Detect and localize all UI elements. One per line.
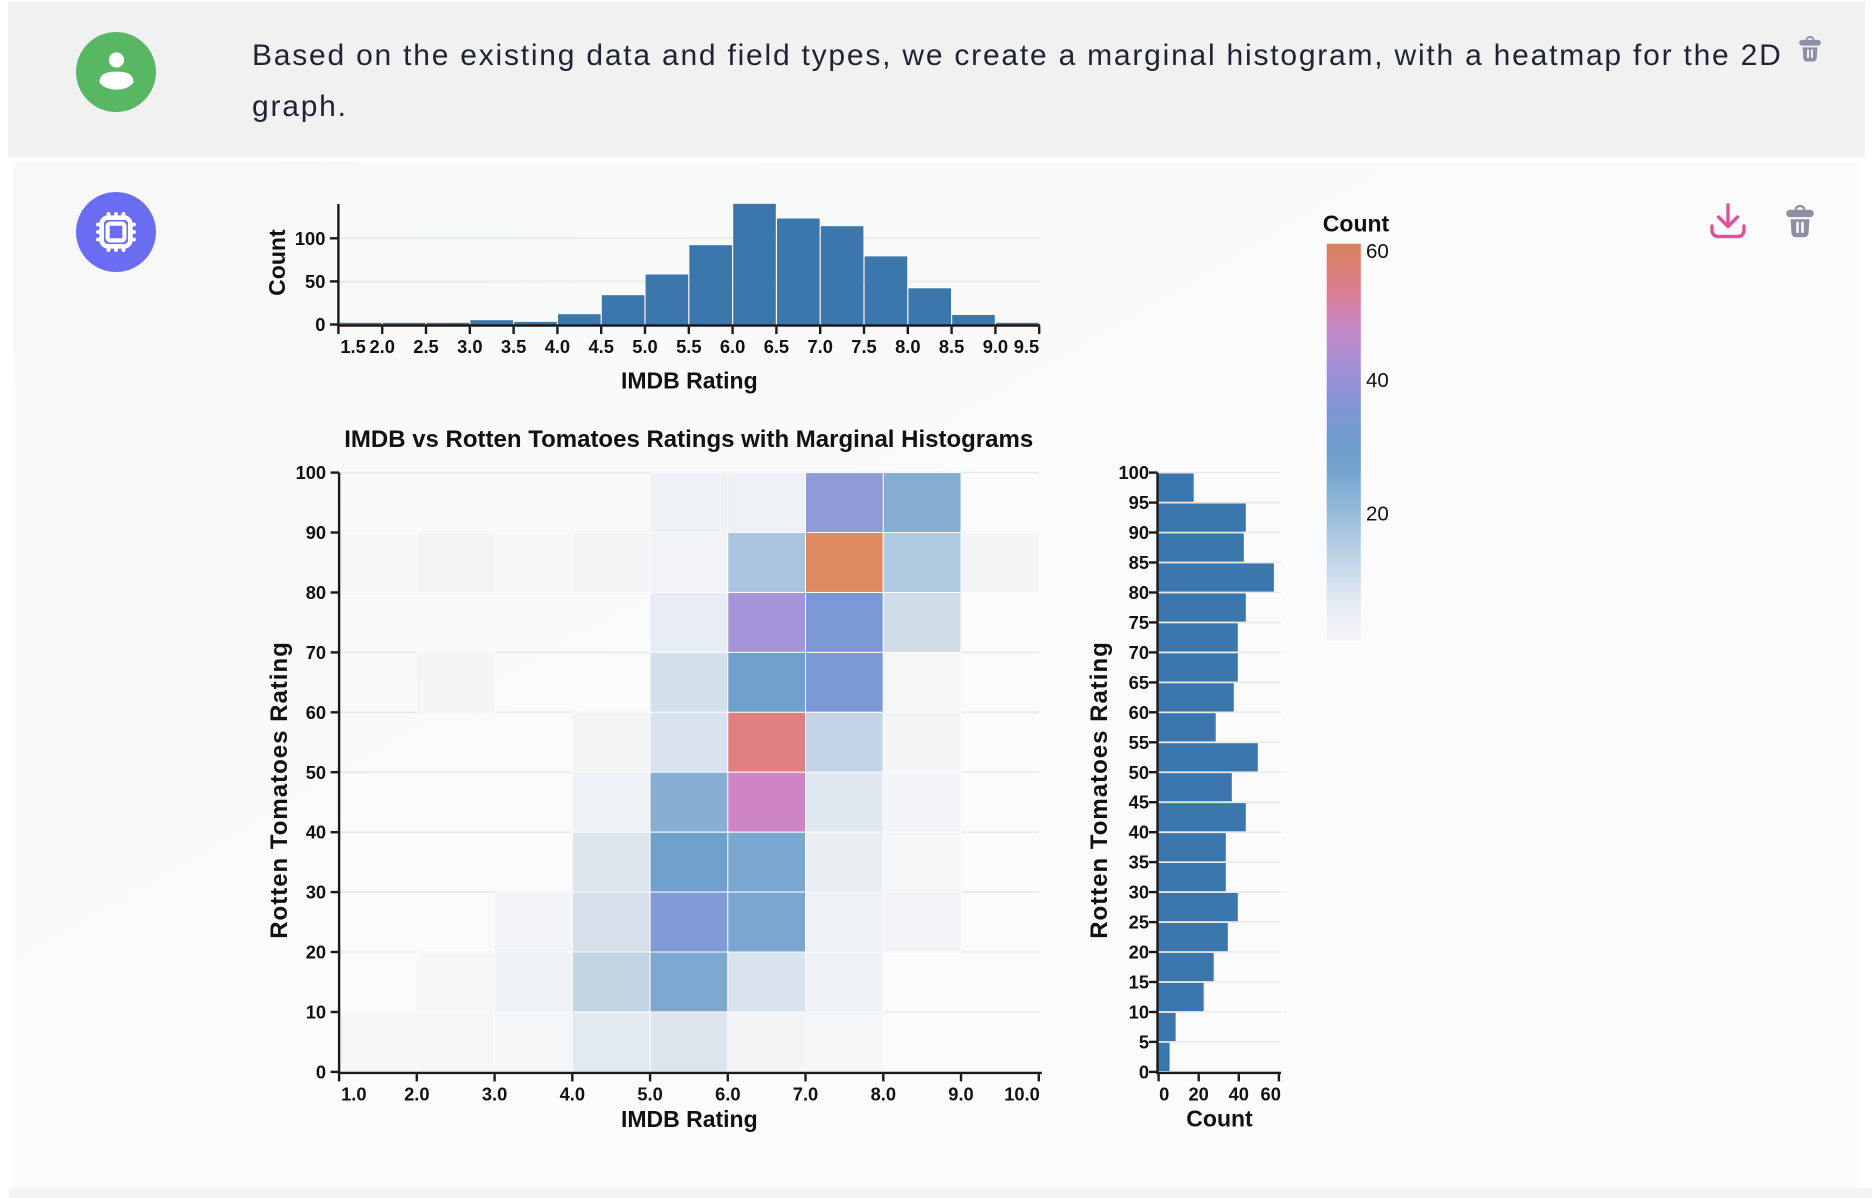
svg-text:60: 60 [306,702,326,723]
svg-text:70: 70 [1129,642,1149,663]
svg-text:95: 95 [1129,492,1149,513]
svg-text:Count: Count [1323,211,1390,237]
svg-text:8.5: 8.5 [939,336,964,357]
svg-text:10.0: 10.0 [1004,1083,1040,1104]
svg-text:4.0: 4.0 [560,1083,585,1104]
svg-text:40: 40 [306,822,326,843]
svg-text:0: 0 [1159,1083,1169,1104]
svg-text:20: 20 [306,942,326,963]
svg-text:50: 50 [305,271,325,292]
svg-text:4.0: 4.0 [545,336,570,357]
svg-text:3.0: 3.0 [457,336,482,357]
svg-text:70: 70 [306,642,326,663]
svg-text:30: 30 [306,882,326,903]
svg-text:80: 80 [306,582,326,603]
svg-text:85: 85 [1129,552,1149,573]
svg-text:IMDB vs Rotten Tomatoes Rating: IMDB vs Rotten Tomatoes Ratings with Mar… [344,426,1033,453]
svg-text:5: 5 [1139,1031,1149,1052]
svg-text:5.5: 5.5 [676,336,701,357]
svg-text:2.0: 2.0 [404,1083,429,1104]
svg-text:60: 60 [1261,1083,1281,1104]
svg-text:9.0: 9.0 [983,336,1008,357]
svg-text:9.0: 9.0 [948,1083,973,1104]
svg-text:Count: Count [1186,1105,1253,1131]
svg-text:35: 35 [1129,852,1149,873]
svg-text:10: 10 [306,1002,326,1023]
svg-text:IMDB Rating: IMDB Rating [621,368,758,394]
svg-text:100: 100 [296,462,327,483]
svg-text:40: 40 [1366,369,1389,392]
svg-text:3.0: 3.0 [482,1083,507,1104]
svg-text:7.0: 7.0 [793,1083,818,1104]
svg-text:Count: Count [264,229,290,296]
svg-text:75: 75 [1129,612,1149,633]
svg-text:50: 50 [1129,762,1149,783]
svg-text:2.5: 2.5 [413,336,438,357]
svg-text:1.5: 1.5 [340,336,365,357]
svg-text:60: 60 [1129,702,1149,723]
svg-text:65: 65 [1129,672,1149,693]
svg-text:80: 80 [1129,582,1149,603]
svg-text:0: 0 [315,314,325,335]
svg-text:10: 10 [1129,1002,1149,1023]
svg-text:55: 55 [1129,732,1149,753]
svg-text:25: 25 [1129,912,1149,933]
svg-text:Rotten Tomatoes Rating: Rotten Tomatoes Rating [1086,641,1113,939]
svg-text:8.0: 8.0 [895,336,920,357]
svg-text:20: 20 [1189,1083,1209,1104]
svg-text:30: 30 [1129,882,1149,903]
svg-text:100: 100 [295,228,326,249]
svg-text:7.0: 7.0 [807,336,832,357]
svg-text:15: 15 [1129,972,1149,993]
svg-text:100: 100 [1118,462,1149,483]
svg-text:2.0: 2.0 [369,336,394,357]
svg-text:5.0: 5.0 [632,336,657,357]
svg-text:90: 90 [306,522,326,543]
svg-text:50: 50 [306,762,326,783]
svg-text:6.0: 6.0 [720,336,745,357]
svg-text:Rotten Tomatoes Rating: Rotten Tomatoes Rating [266,641,293,939]
svg-text:5.0: 5.0 [637,1083,662,1104]
svg-text:90: 90 [1129,522,1149,543]
svg-text:0: 0 [316,1061,326,1082]
svg-text:60: 60 [1366,240,1389,263]
svg-text:6.0: 6.0 [715,1083,740,1104]
svg-text:40: 40 [1129,822,1149,843]
svg-text:1.0: 1.0 [341,1083,366,1104]
svg-text:40: 40 [1229,1083,1249,1104]
svg-text:20: 20 [1129,942,1149,963]
svg-text:6.5: 6.5 [764,336,789,357]
svg-text:8.0: 8.0 [871,1083,896,1104]
svg-text:4.5: 4.5 [588,336,613,357]
svg-text:20: 20 [1366,503,1389,526]
svg-text:45: 45 [1129,792,1149,813]
svg-text:0: 0 [1139,1061,1149,1082]
svg-text:9.5: 9.5 [1014,336,1039,357]
svg-text:3.5: 3.5 [501,336,526,357]
svg-text:7.5: 7.5 [851,336,876,357]
svg-text:IMDB Rating: IMDB Rating [621,1106,758,1132]
